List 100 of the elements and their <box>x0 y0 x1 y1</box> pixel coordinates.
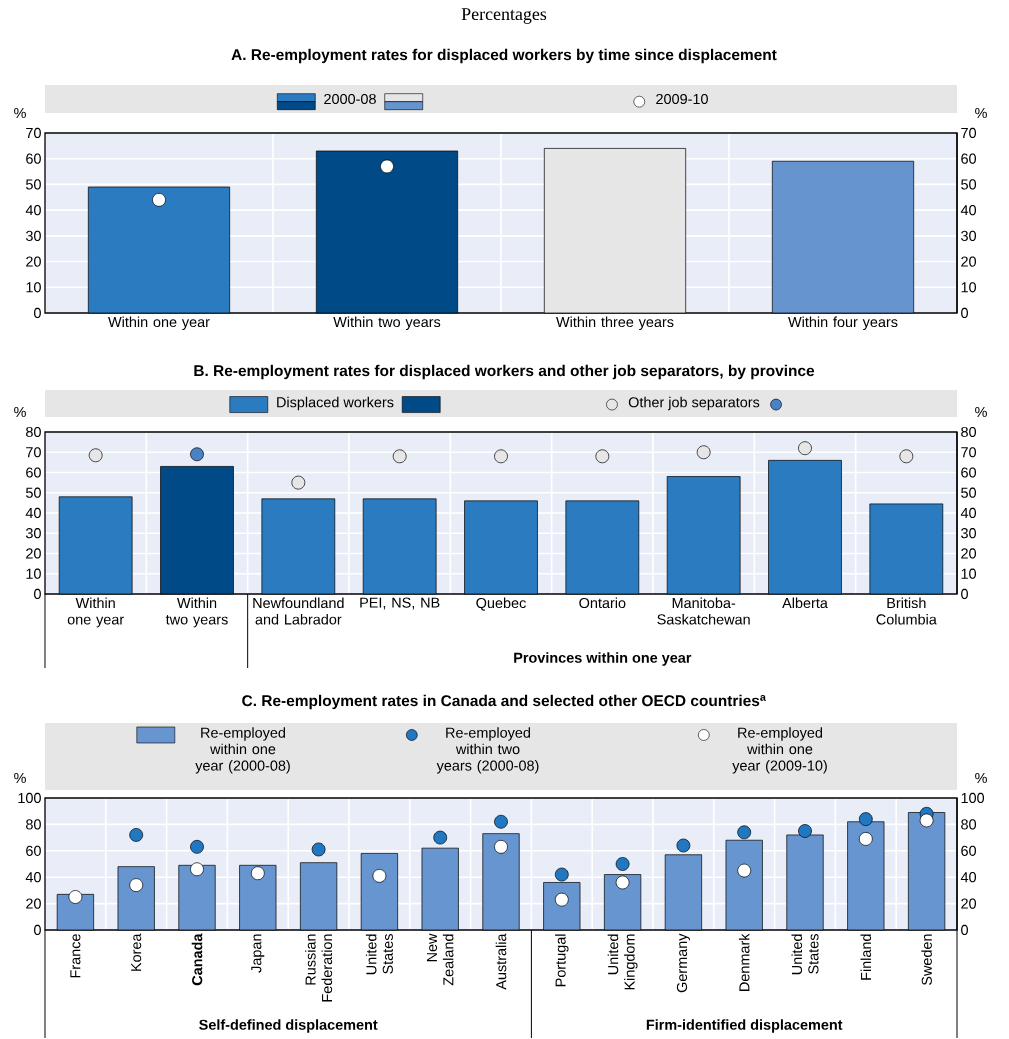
legend-label: Re-employed within one year (2009-10) <box>732 727 827 774</box>
point <box>250 866 265 881</box>
point <box>190 447 204 462</box>
point <box>190 862 204 877</box>
x-tick-label: Finland <box>860 934 872 980</box>
legend-label: 2000-08 <box>324 93 376 105</box>
x-tick-label: Newfoundland and Labrador <box>253 597 344 625</box>
x-tick-label: Denmark <box>738 933 750 991</box>
x-tick-label: PEI, NS, NB <box>360 597 440 610</box>
y2-tick-label: 80 <box>961 426 977 438</box>
point <box>798 824 812 838</box>
point <box>494 839 508 854</box>
x-tick-label: Within one year <box>108 316 210 330</box>
y-tick-label: 80 <box>26 426 41 438</box>
y-tick-label: 50 <box>25 487 41 498</box>
legend-label: Re-employed within one year (2000-08) <box>195 727 290 774</box>
y2-tick-label: 20 <box>961 548 977 559</box>
x-tick-label: Manitoba-Saskatchewan <box>657 597 750 625</box>
point <box>696 445 711 460</box>
y-tick-label: 70 <box>26 127 41 139</box>
y2-tick-label: 10 <box>961 568 977 579</box>
point <box>737 825 752 840</box>
legend-label: Displaced workers <box>277 396 394 411</box>
point <box>554 892 569 907</box>
y2-tick-label: 60 <box>961 467 977 478</box>
y-tick-label: 0 <box>34 924 41 936</box>
y2-tick-label: 50 <box>961 487 977 498</box>
y-axis-title: % <box>14 772 26 784</box>
y2-tick-label: 30 <box>961 230 977 241</box>
x-tick-label: Canada <box>191 933 203 986</box>
point <box>615 875 630 890</box>
point <box>372 869 387 883</box>
y-tick-label: 80 <box>26 819 41 830</box>
y-tick-label: 60 <box>26 845 41 856</box>
y-tick-label: 70 <box>26 447 41 458</box>
point <box>615 857 630 871</box>
point <box>737 863 752 878</box>
x-tick-label: New Zealand <box>426 933 454 986</box>
x-tick-label: France <box>70 934 81 978</box>
y-tick-label: 60 <box>26 153 41 164</box>
y-tick-label: 0 <box>34 588 41 600</box>
y-tick-label: 50 <box>25 179 41 190</box>
y2-tick-label: 40 <box>960 507 977 519</box>
y-tick-label: 20 <box>26 256 41 267</box>
y2-tick-label: 60 <box>961 153 977 164</box>
y-tick-label: 20 <box>26 548 41 559</box>
text: Provinces within one year <box>514 652 692 666</box>
point <box>190 839 204 854</box>
x-tick-label: Quebec <box>476 597 526 611</box>
point <box>88 448 103 463</box>
legend-label: Other job separators <box>628 396 760 411</box>
y-tick-label: 100 <box>18 792 41 804</box>
point <box>858 832 873 846</box>
y2-tick-label: 70 <box>961 447 977 458</box>
x-tick-label: Within three years <box>556 316 674 330</box>
point <box>595 449 610 464</box>
point <box>433 830 448 845</box>
x-tick-label: Within one year <box>67 597 124 628</box>
point <box>676 838 691 853</box>
y-tick-label: 30 <box>25 230 41 241</box>
point <box>494 449 508 464</box>
x-tick-label: Japan <box>251 934 265 973</box>
y2-tick-label: 40 <box>960 872 977 883</box>
text: Firm-identified displacement <box>646 1019 843 1033</box>
x-tick-label: Ontario <box>579 597 626 609</box>
point <box>392 449 407 464</box>
y2-tick-label: 50 <box>961 179 977 190</box>
y-axis-title: % <box>14 107 26 119</box>
point <box>899 449 914 464</box>
point <box>291 475 306 490</box>
point <box>311 842 326 857</box>
y-axis-title: % <box>14 406 26 418</box>
x-tick-label: Korea <box>131 933 142 971</box>
x-tick-label: British Columbia <box>876 597 937 625</box>
y-tick-label: 10 <box>26 568 41 579</box>
point <box>798 441 812 456</box>
legend-label: Re-employed within two years (2000-08) <box>436 727 539 774</box>
y-tick-label: 40 <box>25 872 41 883</box>
y2-tick-label: 30 <box>961 528 977 539</box>
point <box>554 867 569 882</box>
y2-axis-title: % <box>975 406 987 418</box>
y-tick-label: 40 <box>25 205 41 216</box>
y2-axis-title: % <box>975 107 987 119</box>
chart-title: C. Re-employment rates in Canada and selected other OECD countries$^{a}$ <box>242 694 766 710</box>
y2-tick-label: 40 <box>960 205 977 216</box>
y2-tick-label: 60 <box>961 845 977 856</box>
x-tick-label: Australia <box>495 933 507 990</box>
x-tick-label: United States <box>791 934 819 975</box>
y2-tick-label: 100 <box>961 792 985 804</box>
x-tick-label: Within two years <box>333 316 441 330</box>
x-tick-label: Alberta <box>782 597 828 609</box>
x-tick-label: Portugal <box>555 934 569 987</box>
y-tick-label: 0 <box>34 307 41 319</box>
point <box>919 813 934 828</box>
x-tick-label: Within two years <box>165 597 228 628</box>
chart-title: B. Re-employment rates for displaced workers and other job separators, by province <box>194 364 815 380</box>
y2-tick-label: 20 <box>961 256 977 267</box>
y-tick-label: 10 <box>26 282 41 293</box>
point <box>129 828 144 842</box>
y2-tick-label: 10 <box>961 282 977 293</box>
